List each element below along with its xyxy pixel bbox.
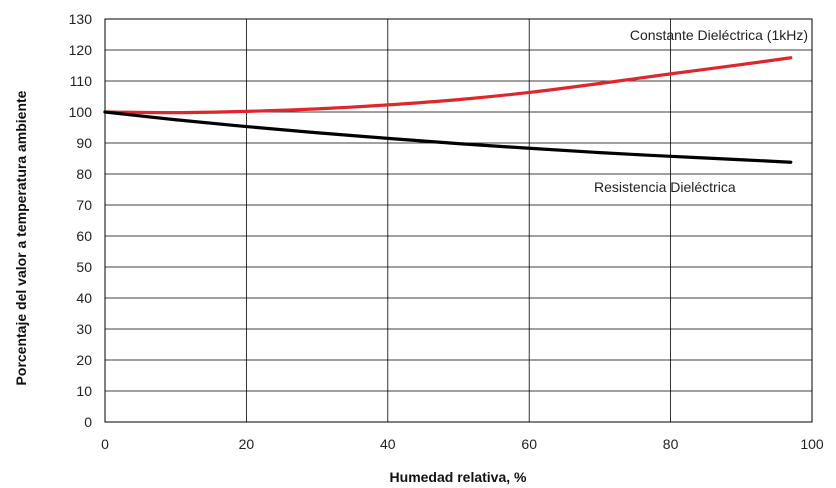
x-tick-label: 60 [521, 436, 537, 452]
y-tick-label: 60 [76, 228, 92, 244]
y-tick-label: 70 [76, 197, 92, 213]
y-tick-label: 30 [76, 321, 92, 337]
series-line-resistencia-dielectrica [103, 110, 793, 164]
y-tick-label: 80 [76, 166, 92, 182]
grid [105, 19, 812, 422]
y-tick-label: 20 [76, 352, 92, 368]
plot-frame [104, 18, 813, 423]
x-tick-label: 0 [101, 436, 109, 452]
series-line-constante-dielectrica [103, 56, 793, 115]
y-tick-label: 50 [76, 259, 92, 275]
y-tick-labels: 0 10 20 30 40 50 60 70 80 90 100 110 120 130 [69, 11, 93, 430]
x-tick-label: 80 [663, 436, 679, 452]
y-tick-label: 10 [76, 383, 92, 399]
series-labels: Constante Dieléctrica (1kHz) Resistencia … [594, 27, 808, 195]
y-tick-label: 110 [70, 73, 93, 89]
series-lines [103, 56, 793, 164]
x-tick-label: 100 [800, 436, 824, 452]
x-tick-label: 40 [380, 436, 396, 452]
x-tick-labels: 0 20 40 60 80 100 [101, 436, 824, 452]
y-tick-label: 0 [84, 414, 92, 430]
series-label-resistencia-dielectrica: Resistencia Dieléctrica [594, 179, 736, 195]
y-tick-label: 90 [76, 135, 92, 151]
y-tick-label: 120 [69, 42, 93, 58]
y-tick-label: 130 [69, 11, 93, 27]
x-tick-label: 20 [239, 436, 255, 452]
y-axis-title: Porcentaje del valor a temperatura ambie… [13, 90, 29, 385]
y-tick-label: 40 [76, 290, 92, 306]
x-axis-title: Humedad relativa, % [390, 469, 527, 485]
y-tick-label: 100 [69, 104, 93, 120]
series-label-constante-dielectrica: Constante Dieléctrica (1kHz) [630, 27, 808, 43]
